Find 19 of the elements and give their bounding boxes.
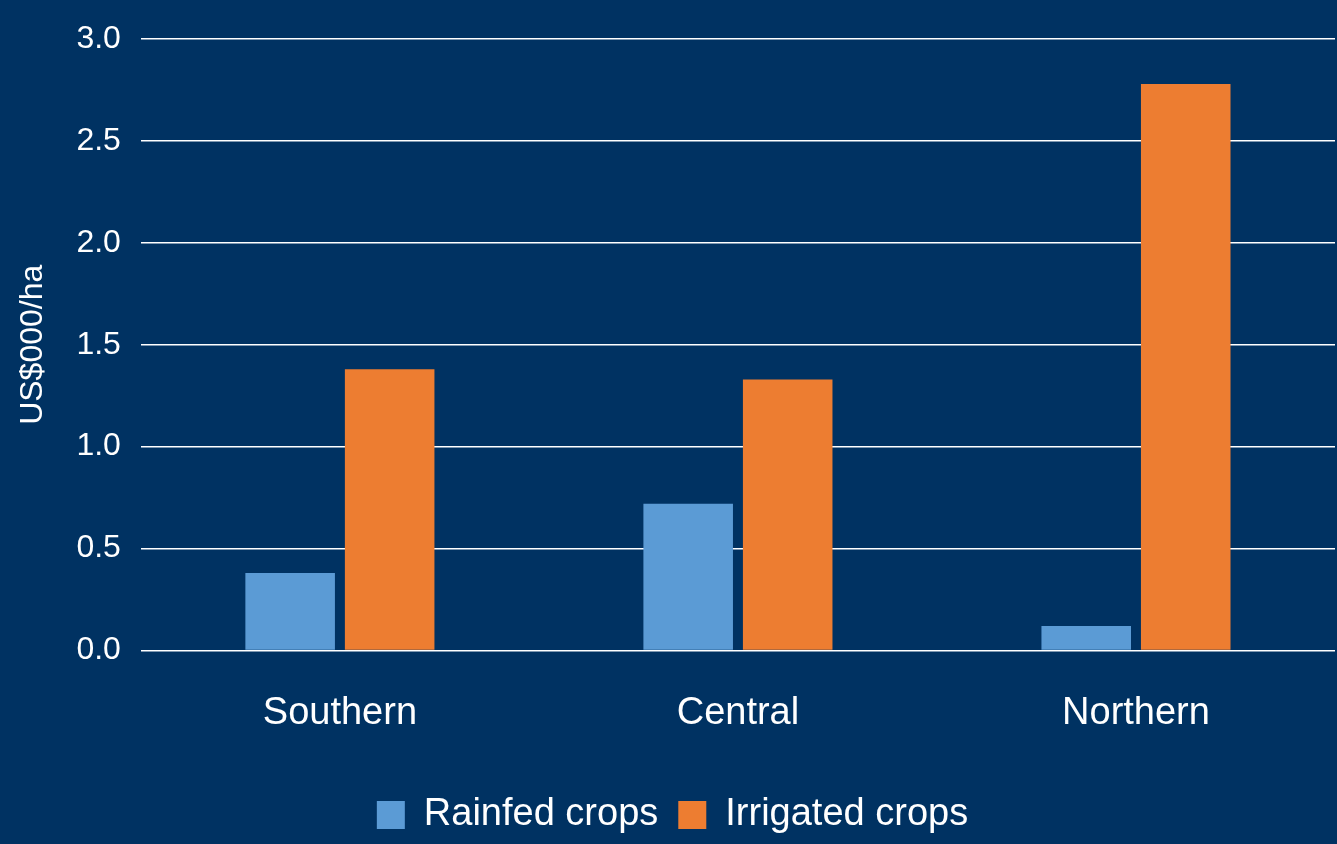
y-tick-label: 3.0 [76, 19, 121, 56]
y-tick-label: 1.0 [76, 426, 121, 463]
bar [643, 503, 733, 650]
y-tick-label: 2.0 [76, 222, 121, 259]
x-tick-label: Northern [1062, 689, 1210, 732]
x-tick-label: Central [676, 689, 800, 732]
y-axis-title: US$000/ha [13, 264, 50, 425]
bar [742, 379, 833, 650]
bar [1140, 84, 1231, 650]
x-tick-label: Southern [262, 689, 418, 732]
y-tick-label: 2.5 [76, 120, 121, 157]
bar [1041, 625, 1132, 650]
y-tick-label: 0.5 [76, 528, 121, 565]
y-tick-label: 0.0 [76, 630, 121, 667]
y-tick-label: 1.5 [76, 324, 121, 361]
legend-label: Irrigated crops [725, 791, 969, 834]
bar [245, 572, 335, 650]
legend-label: Rainfed crops [423, 791, 659, 834]
bar [344, 369, 435, 650]
